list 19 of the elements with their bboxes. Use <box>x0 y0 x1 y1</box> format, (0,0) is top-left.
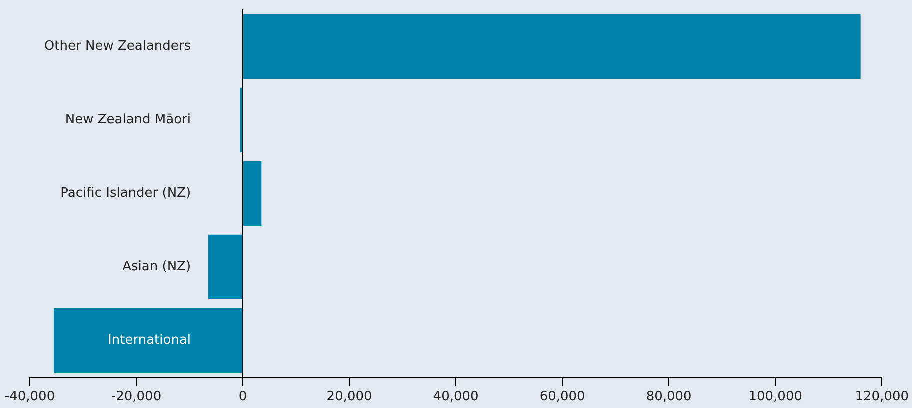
x-tick-label: -40,000 <box>4 390 56 405</box>
x-tick-label: 40,000 <box>433 390 479 405</box>
y-tick-label: Asian (NZ) <box>122 260 192 275</box>
x-tick-label: 80,000 <box>646 390 692 405</box>
x-tick-label: 20,000 <box>326 390 372 405</box>
bar <box>240 88 243 153</box>
y-tick-label: Other New Zealanders <box>44 39 192 54</box>
y-tick-label: Pacific Islander (NZ) <box>60 186 192 202</box>
bar <box>54 308 243 373</box>
x-tick-label: 120,000 <box>855 390 910 405</box>
bar <box>244 14 861 80</box>
x-tick-label: 100,000 <box>748 390 802 405</box>
x-tick-label: 60,000 <box>540 390 586 405</box>
bar <box>244 161 262 226</box>
y-tick-label: New Zealand Māori <box>65 112 192 128</box>
bar <box>208 234 243 300</box>
y-tick-label: International <box>108 333 192 348</box>
x-tick-label: -20,000 <box>111 390 162 405</box>
x-tick-label: 0 <box>238 390 248 405</box>
